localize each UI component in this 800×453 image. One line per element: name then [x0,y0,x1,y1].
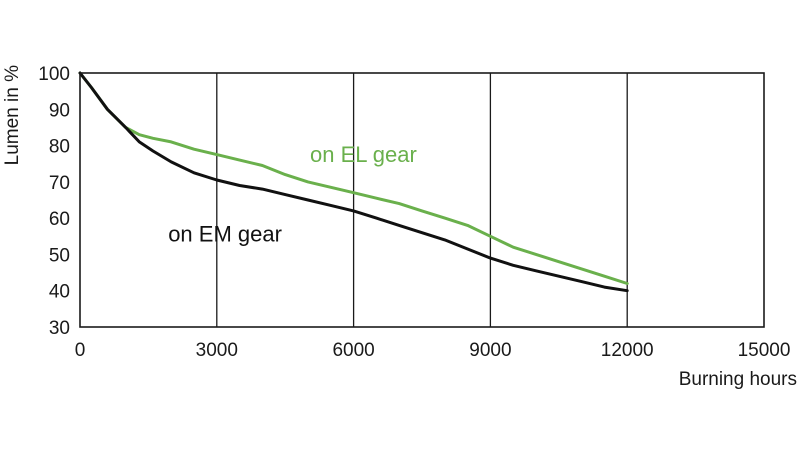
x-tick-label: 12000 [601,340,654,361]
series-lines [78,71,629,293]
y-tick-labels: 30 40 50 60 70 80 90 100 [38,64,70,339]
y-tick-label: 100 [38,64,70,85]
y-tick-label: 50 [49,245,70,266]
x-tick-label: 6000 [332,340,374,361]
y-axis-label: Lumen in % [2,65,23,165]
vertical-gridlines [216,73,628,327]
x-tick-label: 9000 [469,340,511,361]
x-axis-label: Burning hours [679,369,797,390]
series-label-el-gear: on EL gear [310,142,417,167]
y-tick-label: 30 [49,318,70,339]
series-line-em-gear [78,71,629,293]
x-tick-labels: 0 3000 6000 9000 12000 15000 [75,340,791,361]
plot-frame [79,72,765,328]
y-tick-label: 80 [49,137,70,158]
x-tick-label: 15000 [738,340,791,361]
y-tick-label: 40 [49,282,70,303]
series-line-el-gear [78,71,629,285]
y-tick-label: 60 [49,209,70,230]
x-tick-label: 3000 [196,340,238,361]
x-tick-label: 0 [75,340,86,361]
y-tick-label: 90 [49,100,70,121]
y-tick-label: 70 [49,173,70,194]
series-label-em-gear: on EM gear [168,222,282,247]
